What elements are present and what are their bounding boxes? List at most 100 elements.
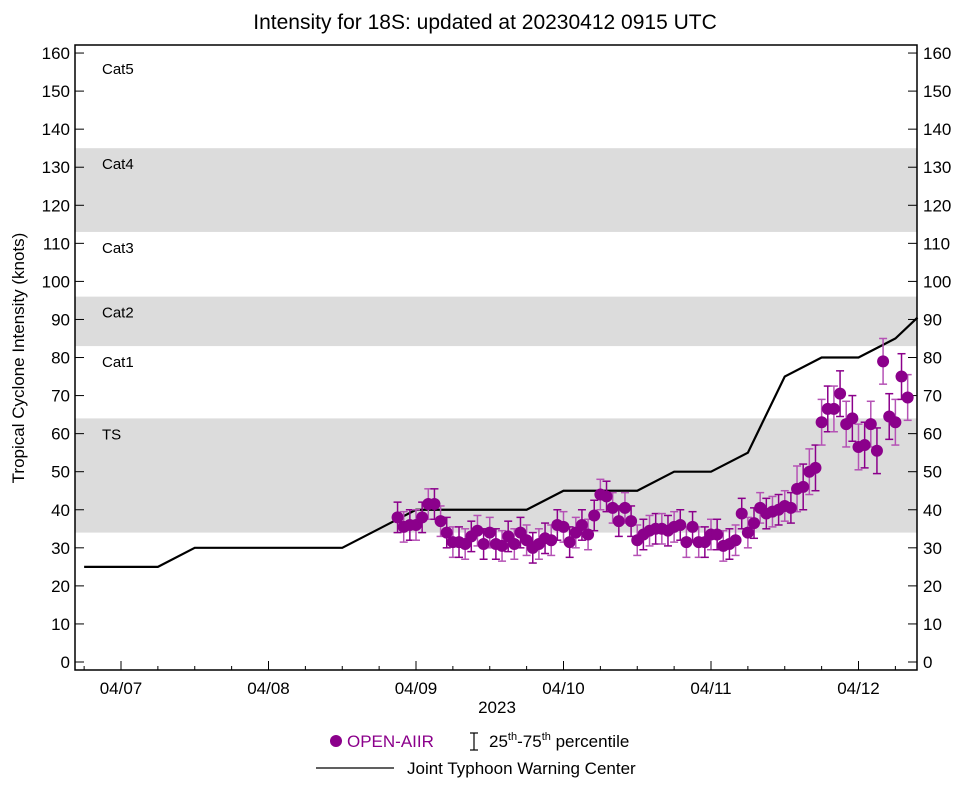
data-point bbox=[834, 387, 847, 400]
data-point bbox=[889, 416, 902, 429]
data-point bbox=[416, 511, 429, 524]
y-tick-label-right: 110 bbox=[923, 234, 950, 253]
data-point bbox=[797, 480, 810, 493]
y-tick-label-right: 120 bbox=[923, 196, 951, 215]
data-point bbox=[428, 498, 441, 511]
x-axis-label: 2023 bbox=[478, 698, 516, 717]
data-point bbox=[582, 528, 595, 541]
data-point bbox=[686, 520, 699, 533]
data-point bbox=[901, 391, 914, 404]
data-point bbox=[612, 515, 625, 528]
data-point bbox=[784, 501, 797, 514]
data-point bbox=[680, 536, 693, 549]
y-tick-label-left: 20 bbox=[51, 577, 70, 596]
legend-jtwc: Joint Typhoon Warning Center bbox=[407, 759, 636, 778]
y-tick-label-right: 160 bbox=[923, 44, 951, 63]
x-tick-label: 04/10 bbox=[542, 679, 585, 698]
y-tick-label-left: 90 bbox=[51, 310, 70, 329]
data-point bbox=[588, 509, 601, 522]
data-point bbox=[735, 507, 748, 520]
x-tick-label: 04/09 bbox=[395, 679, 438, 698]
y-tick-label-right: 70 bbox=[923, 387, 942, 406]
data-point bbox=[575, 518, 588, 531]
data-point bbox=[600, 490, 613, 503]
category-label-cat3: Cat3 bbox=[102, 240, 134, 257]
legend-open-aiir: OPEN-AIIR bbox=[347, 732, 434, 751]
x-tick-label: 04/08 bbox=[247, 679, 290, 698]
category-label-cat4: Cat4 bbox=[102, 156, 134, 173]
data-point bbox=[858, 439, 871, 452]
data-point bbox=[557, 520, 570, 533]
y-tick-label-left: 50 bbox=[51, 463, 70, 482]
data-point bbox=[809, 461, 822, 474]
y-tick-label-right: 60 bbox=[923, 425, 942, 444]
y-tick-label-left: 10 bbox=[51, 615, 70, 634]
data-point bbox=[563, 536, 576, 549]
data-point bbox=[711, 528, 724, 541]
data-point bbox=[674, 518, 687, 531]
category-band-cat4 bbox=[75, 148, 917, 232]
legend-percentile: 25th-75th percentile bbox=[489, 731, 629, 751]
y-tick-label-left: 120 bbox=[42, 196, 70, 215]
data-point bbox=[508, 538, 521, 551]
category-label-cat2: Cat2 bbox=[102, 305, 134, 322]
y-tick-label-right: 20 bbox=[923, 577, 942, 596]
y-tick-label-left: 80 bbox=[51, 349, 70, 368]
legend-marker-icon bbox=[330, 735, 342, 747]
data-point bbox=[434, 515, 447, 528]
data-point bbox=[895, 370, 908, 383]
y-tick-label-right: 0 bbox=[923, 653, 932, 672]
data-point bbox=[606, 501, 619, 514]
y-tick-label-right: 50 bbox=[923, 463, 942, 482]
y-tick-label-left: 60 bbox=[51, 425, 70, 444]
y-tick-label-left: 150 bbox=[42, 82, 70, 101]
x-tick-label: 04/11 bbox=[690, 679, 731, 698]
y-tick-label-right: 80 bbox=[923, 349, 942, 368]
data-point bbox=[748, 517, 761, 530]
category-label-cat1: Cat1 bbox=[102, 354, 134, 371]
data-point bbox=[483, 526, 496, 539]
y-tick-label-left: 0 bbox=[61, 653, 70, 672]
category-band-cat2 bbox=[75, 296, 917, 347]
y-tick-label-right: 130 bbox=[923, 158, 951, 177]
chart-title: Intensity for 18S: updated at 20230412 0… bbox=[253, 11, 717, 34]
y-tick-label-right: 40 bbox=[923, 501, 942, 520]
y-tick-label-left: 30 bbox=[51, 539, 70, 558]
data-point bbox=[618, 501, 631, 514]
jtwc-line bbox=[84, 316, 919, 568]
y-tick-label-left: 130 bbox=[42, 158, 70, 177]
data-point bbox=[870, 444, 883, 457]
y-tick-label-left: 140 bbox=[42, 120, 70, 139]
y-tick-label-left: 40 bbox=[51, 501, 70, 520]
y-tick-label-right: 90 bbox=[923, 310, 942, 329]
data-point bbox=[496, 539, 509, 552]
legend-errorbar-icon bbox=[470, 732, 478, 751]
data-point bbox=[729, 534, 742, 547]
data-point bbox=[625, 515, 638, 528]
data-point bbox=[391, 511, 404, 524]
data-point bbox=[741, 526, 754, 539]
y-tick-label-right: 140 bbox=[923, 120, 951, 139]
legend: OPEN-AIIR 25th-75th percentile Joint Typ… bbox=[316, 731, 636, 778]
y-tick-label-left: 70 bbox=[51, 387, 70, 406]
x-tick-label: 04/07 bbox=[100, 679, 143, 698]
category-label-cat5: Cat5 bbox=[102, 61, 134, 78]
data-point bbox=[545, 534, 558, 547]
y-tick-label-right: 10 bbox=[923, 615, 942, 634]
data-point bbox=[471, 524, 484, 537]
data-point bbox=[477, 538, 490, 551]
x-tick-label: 04/12 bbox=[837, 679, 880, 698]
data-point bbox=[827, 402, 840, 415]
data-point bbox=[877, 355, 890, 368]
data-point bbox=[440, 526, 453, 539]
plot-frame bbox=[74, 44, 918, 671]
y-tick-label-right: 30 bbox=[923, 539, 942, 558]
data-point bbox=[815, 416, 828, 429]
y-tick-label-left: 100 bbox=[42, 272, 70, 291]
data-point bbox=[846, 412, 859, 425]
data-point bbox=[864, 418, 877, 431]
category-label-ts: TS bbox=[102, 426, 121, 443]
y-tick-label-right: 100 bbox=[923, 272, 951, 291]
y-tick-label-left: 110 bbox=[43, 234, 70, 253]
